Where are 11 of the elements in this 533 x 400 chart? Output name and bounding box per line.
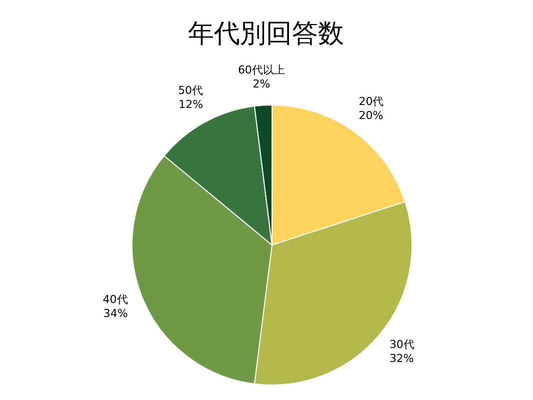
data-label: 32% bbox=[389, 352, 414, 366]
slice-label: 40代 bbox=[102, 292, 128, 306]
data-label: 34% bbox=[103, 306, 128, 320]
chart-title: 年代別回答数 bbox=[188, 19, 344, 49]
slice-label: 20代 bbox=[358, 95, 384, 108]
data-label: 20% bbox=[358, 109, 384, 122]
data-label: 12% bbox=[178, 98, 204, 111]
slice-label: 30代 bbox=[389, 338, 414, 352]
data-label: 2% bbox=[252, 77, 270, 90]
slice-label: 50代 bbox=[178, 84, 204, 97]
slice-label: 60代以上 bbox=[238, 63, 285, 76]
